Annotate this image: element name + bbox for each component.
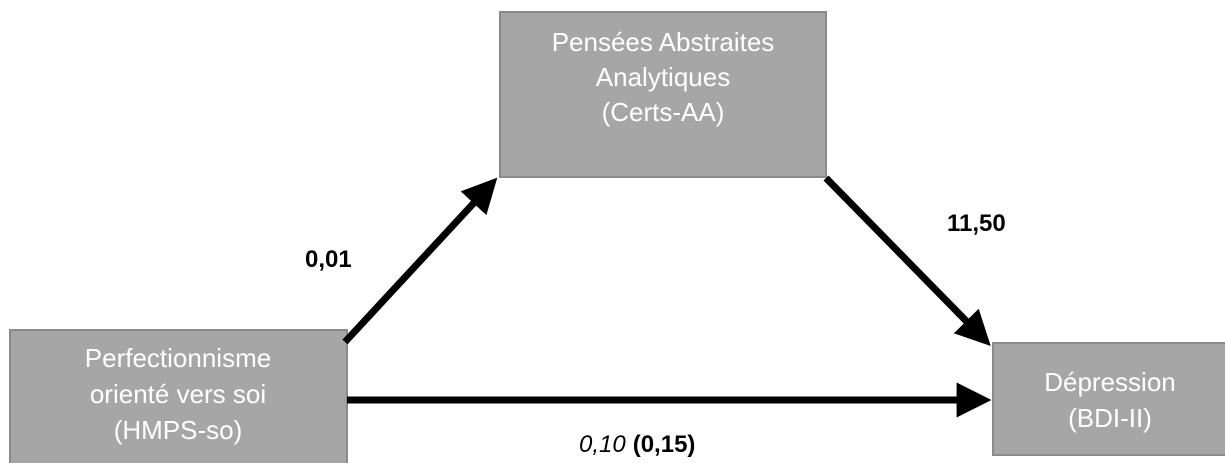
predictor-box [9, 329, 348, 463]
node-text: (BDI-II) [1068, 403, 1152, 433]
total-effect: (0,15) [633, 431, 696, 458]
outcome-box [992, 342, 1225, 456]
arrow-b [823, 175, 991, 346]
node-text: Pensées Abstraites [552, 27, 775, 57]
mediator-box [499, 11, 827, 178]
edge-label: 0,01 [305, 246, 352, 273]
arrow-a [342, 177, 498, 345]
node-text: Perfectionnisme [85, 343, 271, 373]
node-text: orienté vers soi [90, 379, 266, 409]
node-text: Analytiques [596, 62, 730, 92]
node-text: Dépression [1044, 367, 1176, 397]
node-text: (Certs-AA) [602, 97, 725, 127]
node-text: (HMPS-so) [114, 415, 243, 445]
direct-effect: 0,10 [579, 431, 626, 458]
edge-label: 0,10 (0,15) [579, 431, 695, 458]
edge-label: 11,50 [947, 210, 1006, 237]
